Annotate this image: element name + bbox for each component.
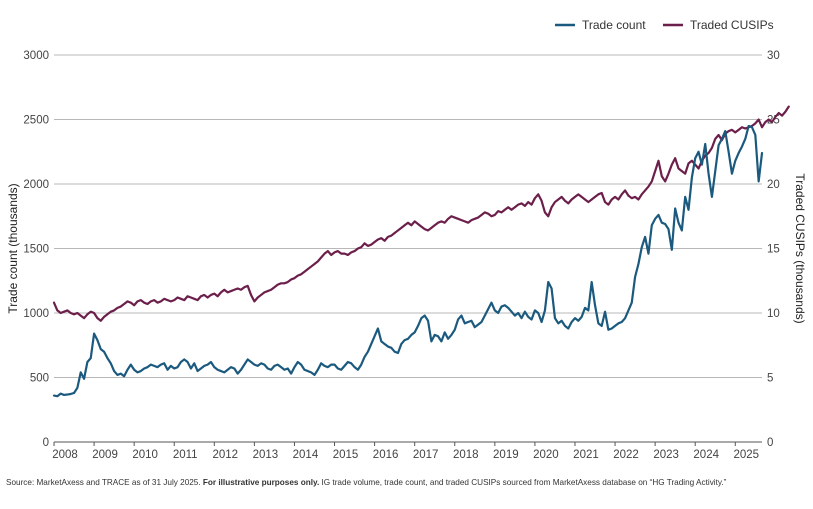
x-tick-label: 2017 <box>413 449 439 461</box>
footnote-emphasis: For illustrative purposes only. <box>202 478 320 487</box>
left-tick-label: 3000 <box>23 50 49 62</box>
right-axis-title: Traded CUSIPs (thousands) <box>793 173 807 323</box>
left-tick-label: 1500 <box>23 244 49 256</box>
x-tick-label: 2012 <box>213 449 239 461</box>
x-axis-ticks: 2008 2009 2010 2011 2012 2013 2014 2015 2016 2017… <box>52 442 759 461</box>
right-tick-label: 0 <box>767 437 773 449</box>
right-tick-label: 20 <box>767 179 780 191</box>
left-tick-label: 0 <box>43 437 49 449</box>
gridlines <box>54 54 762 378</box>
left-tick-label: 2000 <box>23 179 49 191</box>
left-tick-label: 500 <box>30 373 49 385</box>
x-tick-label: 2025 <box>733 449 759 461</box>
x-tick-label: 2011 <box>173 449 198 461</box>
legend-label-trade-count: Trade count <box>582 18 646 32</box>
x-tick-label: 2013 <box>253 449 279 461</box>
x-tick-label: 2008 <box>52 449 78 461</box>
legend: Trade count Traded CUSIPs <box>555 18 774 32</box>
left-axis-ticks: 0 500 1000 1500 2000 2500 3000 <box>23 50 49 449</box>
x-tick-label: 2016 <box>373 449 399 461</box>
series-traded-cusips-line <box>52 105 790 322</box>
x-tick-label: 2014 <box>293 449 319 461</box>
left-axis-title: Trade count (thousands) <box>6 183 20 313</box>
x-tick-label: 2022 <box>613 449 639 461</box>
x-tick-label: 2015 <box>333 449 359 461</box>
left-tick-label: 1000 <box>23 308 49 320</box>
x-tick-label: 2009 <box>92 449 118 461</box>
left-tick-label: 2500 <box>23 115 49 127</box>
x-tick-label: 2020 <box>533 449 559 461</box>
footnote-suffix: IG trade volume, trade count, and traded… <box>319 478 727 487</box>
right-tick-label: 15 <box>767 244 780 256</box>
footnote-prefix: Source: MarketAxess and TRACE as of 31 J… <box>6 478 203 487</box>
x-tick-label: 2018 <box>453 449 479 461</box>
right-tick-label: 5 <box>767 373 773 385</box>
source-footnote: Source: MarketAxess and TRACE as of 31 J… <box>6 478 811 487</box>
series-layer <box>52 105 790 398</box>
x-tick-label: 2010 <box>132 449 158 461</box>
right-tick-label: 30 <box>767 50 780 62</box>
x-tick-label: 2024 <box>693 449 719 461</box>
right-tick-label: 10 <box>767 308 780 320</box>
series-trade-count-line <box>52 124 764 398</box>
x-tick-label: 2023 <box>653 449 679 461</box>
legend-label-traded-cusips: Traded CUSIPs <box>690 18 774 32</box>
x-tick-label: 2019 <box>493 449 519 461</box>
x-tick-label: 2021 <box>573 449 599 461</box>
